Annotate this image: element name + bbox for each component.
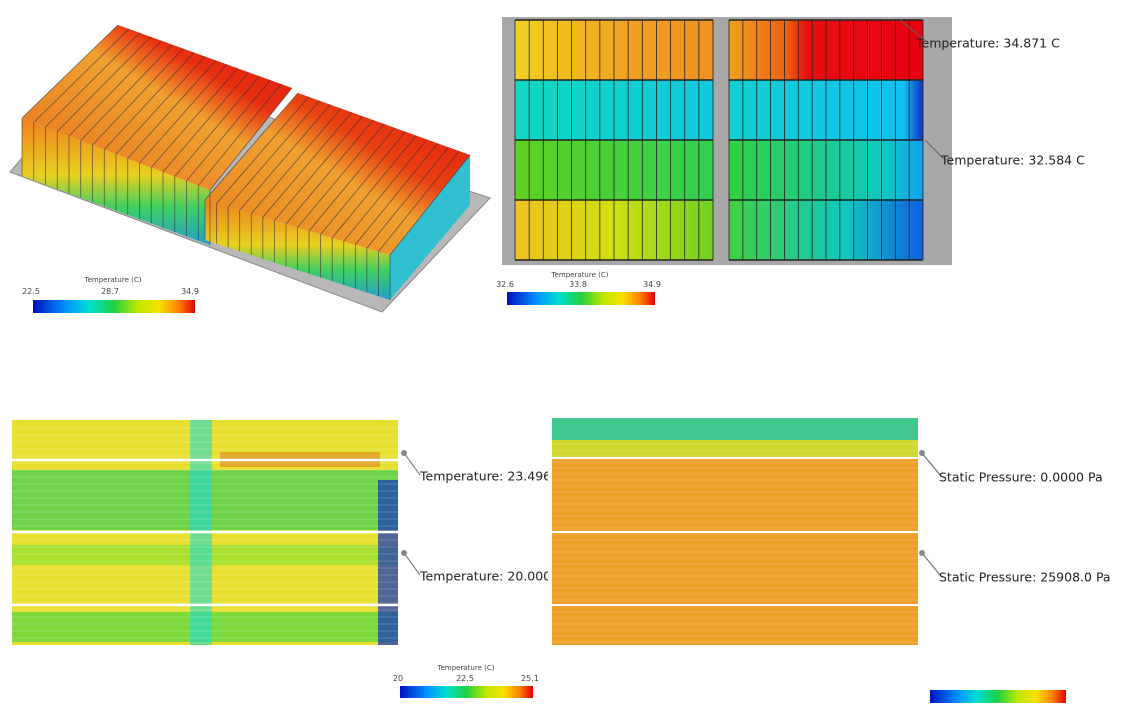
colorbar-tick: 22.5	[456, 674, 474, 683]
colorbar-tick: 20	[393, 674, 403, 683]
line	[92, 48, 184, 146]
line	[56, 36, 151, 132]
colorbar	[930, 690, 1066, 703]
colorbar-tick: 34.9	[181, 287, 199, 296]
probe-label: Static Pressure: 25908.0 Pa	[939, 570, 1111, 585]
probe-label: Temperature: 32.584 C	[940, 153, 1085, 168]
line	[378, 150, 460, 252]
colorbar-tick: 28.7	[101, 287, 119, 296]
line	[308, 127, 396, 232]
line	[127, 60, 217, 159]
line	[139, 64, 228, 164]
line	[209, 87, 293, 191]
probe-label: Temperature: 23.496 C	[419, 469, 564, 484]
cell-view: Temperature: 34.871 C Temperature: 32.58…	[496, 17, 1085, 305]
plate-pressure: Static Pressure: 0.0000 Pa Static Pressu…	[552, 418, 1111, 703]
colorbar	[33, 300, 195, 313]
line	[320, 131, 406, 235]
colorbar-tick: 22.5	[22, 287, 40, 296]
line	[262, 112, 353, 218]
plate-temperature: Temperature: 23.496 C Temperature: 20.00…	[12, 420, 564, 698]
colorbar-title: Temperature (C)	[551, 271, 609, 279]
line	[343, 139, 428, 242]
probe-leader	[924, 139, 946, 161]
line	[227, 100, 320, 208]
block-top	[22, 25, 292, 190]
field-band	[378, 480, 398, 645]
cell-lines	[21, 24, 471, 300]
block-side	[390, 155, 470, 300]
line	[45, 32, 141, 128]
line	[174, 75, 260, 177]
line	[216, 96, 310, 204]
colorbar-tick: 25.1	[521, 674, 539, 683]
field-band	[552, 418, 918, 440]
line	[103, 52, 195, 150]
line	[80, 44, 173, 141]
probe-point	[401, 550, 407, 556]
line	[389, 154, 471, 256]
probe-point	[919, 550, 925, 556]
line	[150, 68, 238, 168]
colorbar	[400, 686, 533, 698]
field-band	[552, 440, 918, 458]
channel-lines	[552, 443, 918, 643]
line	[297, 123, 385, 228]
line	[285, 119, 374, 225]
line	[33, 28, 130, 123]
line	[274, 115, 363, 221]
line	[197, 83, 282, 186]
colorbar-title: Temperature (C)	[437, 664, 495, 672]
probe-leader	[403, 452, 421, 476]
line	[366, 146, 449, 249]
probe-leader	[899, 19, 926, 41]
probe-label: Static Pressure: 0.0000 Pa	[939, 470, 1103, 485]
line	[186, 79, 271, 182]
channel-lines	[12, 427, 398, 639]
cell-lines	[514, 19, 924, 261]
line	[115, 56, 206, 155]
probe-label: Temperature: 34.871 C	[915, 36, 1060, 51]
line	[204, 92, 299, 201]
pack-view: Temperature (C) 22.5 28.7 34.9	[9, 24, 491, 313]
probe-leader	[921, 552, 941, 576]
line	[68, 40, 162, 137]
line	[331, 135, 417, 239]
probe-leader	[921, 452, 941, 476]
colorbar	[507, 292, 655, 305]
line	[239, 104, 331, 211]
colorbar-tick: 33.8	[569, 280, 587, 289]
probe-leader	[403, 552, 421, 576]
probe-point	[401, 450, 407, 456]
probe-label: Temperature: 20.000 C	[419, 569, 564, 584]
line	[355, 143, 439, 245]
colorbar-title: Temperature (C)	[84, 276, 142, 284]
line	[250, 108, 342, 215]
colorbar-tick: 34.9	[643, 280, 661, 289]
colorbar-tick: 32.6	[496, 280, 514, 289]
line	[162, 71, 249, 173]
line	[21, 24, 119, 119]
probe-point	[919, 450, 925, 456]
